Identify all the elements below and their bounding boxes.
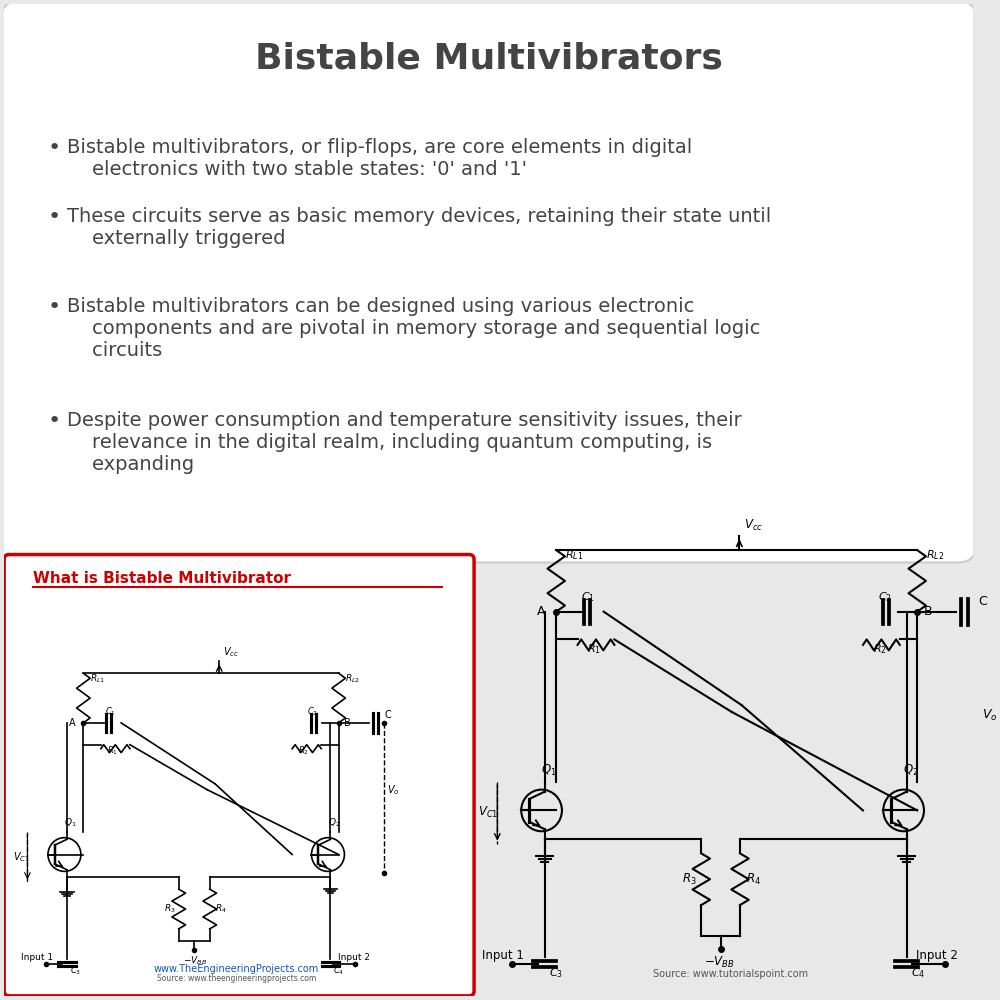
Text: What is Bistable Multivibrator: What is Bistable Multivibrator (33, 571, 291, 586)
Text: $Q_1$: $Q_1$ (541, 763, 556, 778)
Text: B: B (924, 605, 933, 618)
Text: $-V_{BB}$: $-V_{BB}$ (183, 954, 207, 967)
Text: $R_1$: $R_1$ (107, 745, 118, 757)
Text: Bistable multivibrators, or flip-flops, are core elements in digital
    electro: Bistable multivibrators, or flip-flops, … (67, 138, 692, 179)
Text: $V_{cc}$: $V_{cc}$ (744, 518, 763, 533)
Text: $C_2$: $C_2$ (878, 590, 892, 604)
Text: $C_2$: $C_2$ (307, 706, 318, 718)
Text: $C_1$: $C_1$ (105, 706, 116, 718)
Text: $R_{L2}$: $R_{L2}$ (926, 548, 944, 562)
Text: $C_1$: $C_1$ (581, 590, 595, 604)
Text: Input 1: Input 1 (482, 949, 524, 962)
Text: Source: www.tutorialspoint.com: Source: www.tutorialspoint.com (653, 969, 808, 979)
FancyBboxPatch shape (1, 1, 976, 562)
Text: Source: www.theengineeringprojects.com: Source: www.theengineeringprojects.com (157, 974, 316, 983)
Text: $R_{L2}$: $R_{L2}$ (345, 672, 361, 685)
Text: $R_1$: $R_1$ (587, 642, 601, 656)
Text: Despite power consumption and temperature sensitivity issues, their
    relevanc: Despite power consumption and temperatur… (67, 411, 742, 474)
Text: Input 2: Input 2 (916, 949, 958, 962)
Text: $V_{C1}$: $V_{C1}$ (13, 850, 30, 864)
Text: •: • (48, 411, 61, 431)
Text: $R_3$: $R_3$ (164, 903, 176, 915)
Text: $C_3$: $C_3$ (549, 966, 563, 980)
Text: www.TheEngineeringProjects.com: www.TheEngineeringProjects.com (154, 964, 319, 974)
Text: $V_o$: $V_o$ (982, 708, 998, 723)
Text: $R_2$: $R_2$ (298, 745, 309, 757)
Text: $R_{L1}$: $R_{L1}$ (565, 548, 583, 562)
Text: $Q_1$: $Q_1$ (64, 817, 77, 829)
Text: $V_{C1}$: $V_{C1}$ (478, 805, 498, 820)
Text: $C_4$: $C_4$ (333, 964, 345, 977)
Text: A: A (537, 605, 545, 618)
Text: $R_3$: $R_3$ (682, 872, 697, 887)
Text: $Q_2$: $Q_2$ (328, 817, 340, 829)
Text: C: C (384, 710, 391, 720)
Text: $V_{cc}$: $V_{cc}$ (223, 646, 239, 659)
Text: Input 2: Input 2 (338, 953, 370, 962)
Text: C: C (978, 595, 987, 608)
Text: Bistable Multivibrators: Bistable Multivibrators (255, 42, 723, 76)
Text: $-V_{BB}$: $-V_{BB}$ (704, 955, 735, 970)
Text: •: • (48, 138, 61, 158)
Text: $R_4$: $R_4$ (746, 872, 761, 887)
Text: $R_2$: $R_2$ (873, 642, 887, 656)
Text: B: B (344, 718, 350, 728)
Text: $C_3$: $C_3$ (70, 964, 81, 977)
FancyBboxPatch shape (4, 555, 474, 996)
Text: A: A (69, 718, 75, 728)
Text: •: • (48, 207, 61, 227)
Text: $V_o$: $V_o$ (387, 783, 400, 797)
Text: •: • (48, 297, 61, 317)
Text: $Q_2$: $Q_2$ (903, 763, 918, 778)
Text: $C_4$: $C_4$ (911, 966, 925, 980)
Text: Bistable multivibrators can be designed using various electronic
    components : Bistable multivibrators can be designed … (67, 297, 761, 360)
Text: $R_{L1}$: $R_{L1}$ (90, 672, 105, 685)
Text: These circuits serve as basic memory devices, retaining their state until
    ex: These circuits serve as basic memory dev… (67, 207, 771, 248)
Text: Input 1: Input 1 (21, 953, 53, 962)
Text: $R_4$: $R_4$ (215, 903, 227, 915)
